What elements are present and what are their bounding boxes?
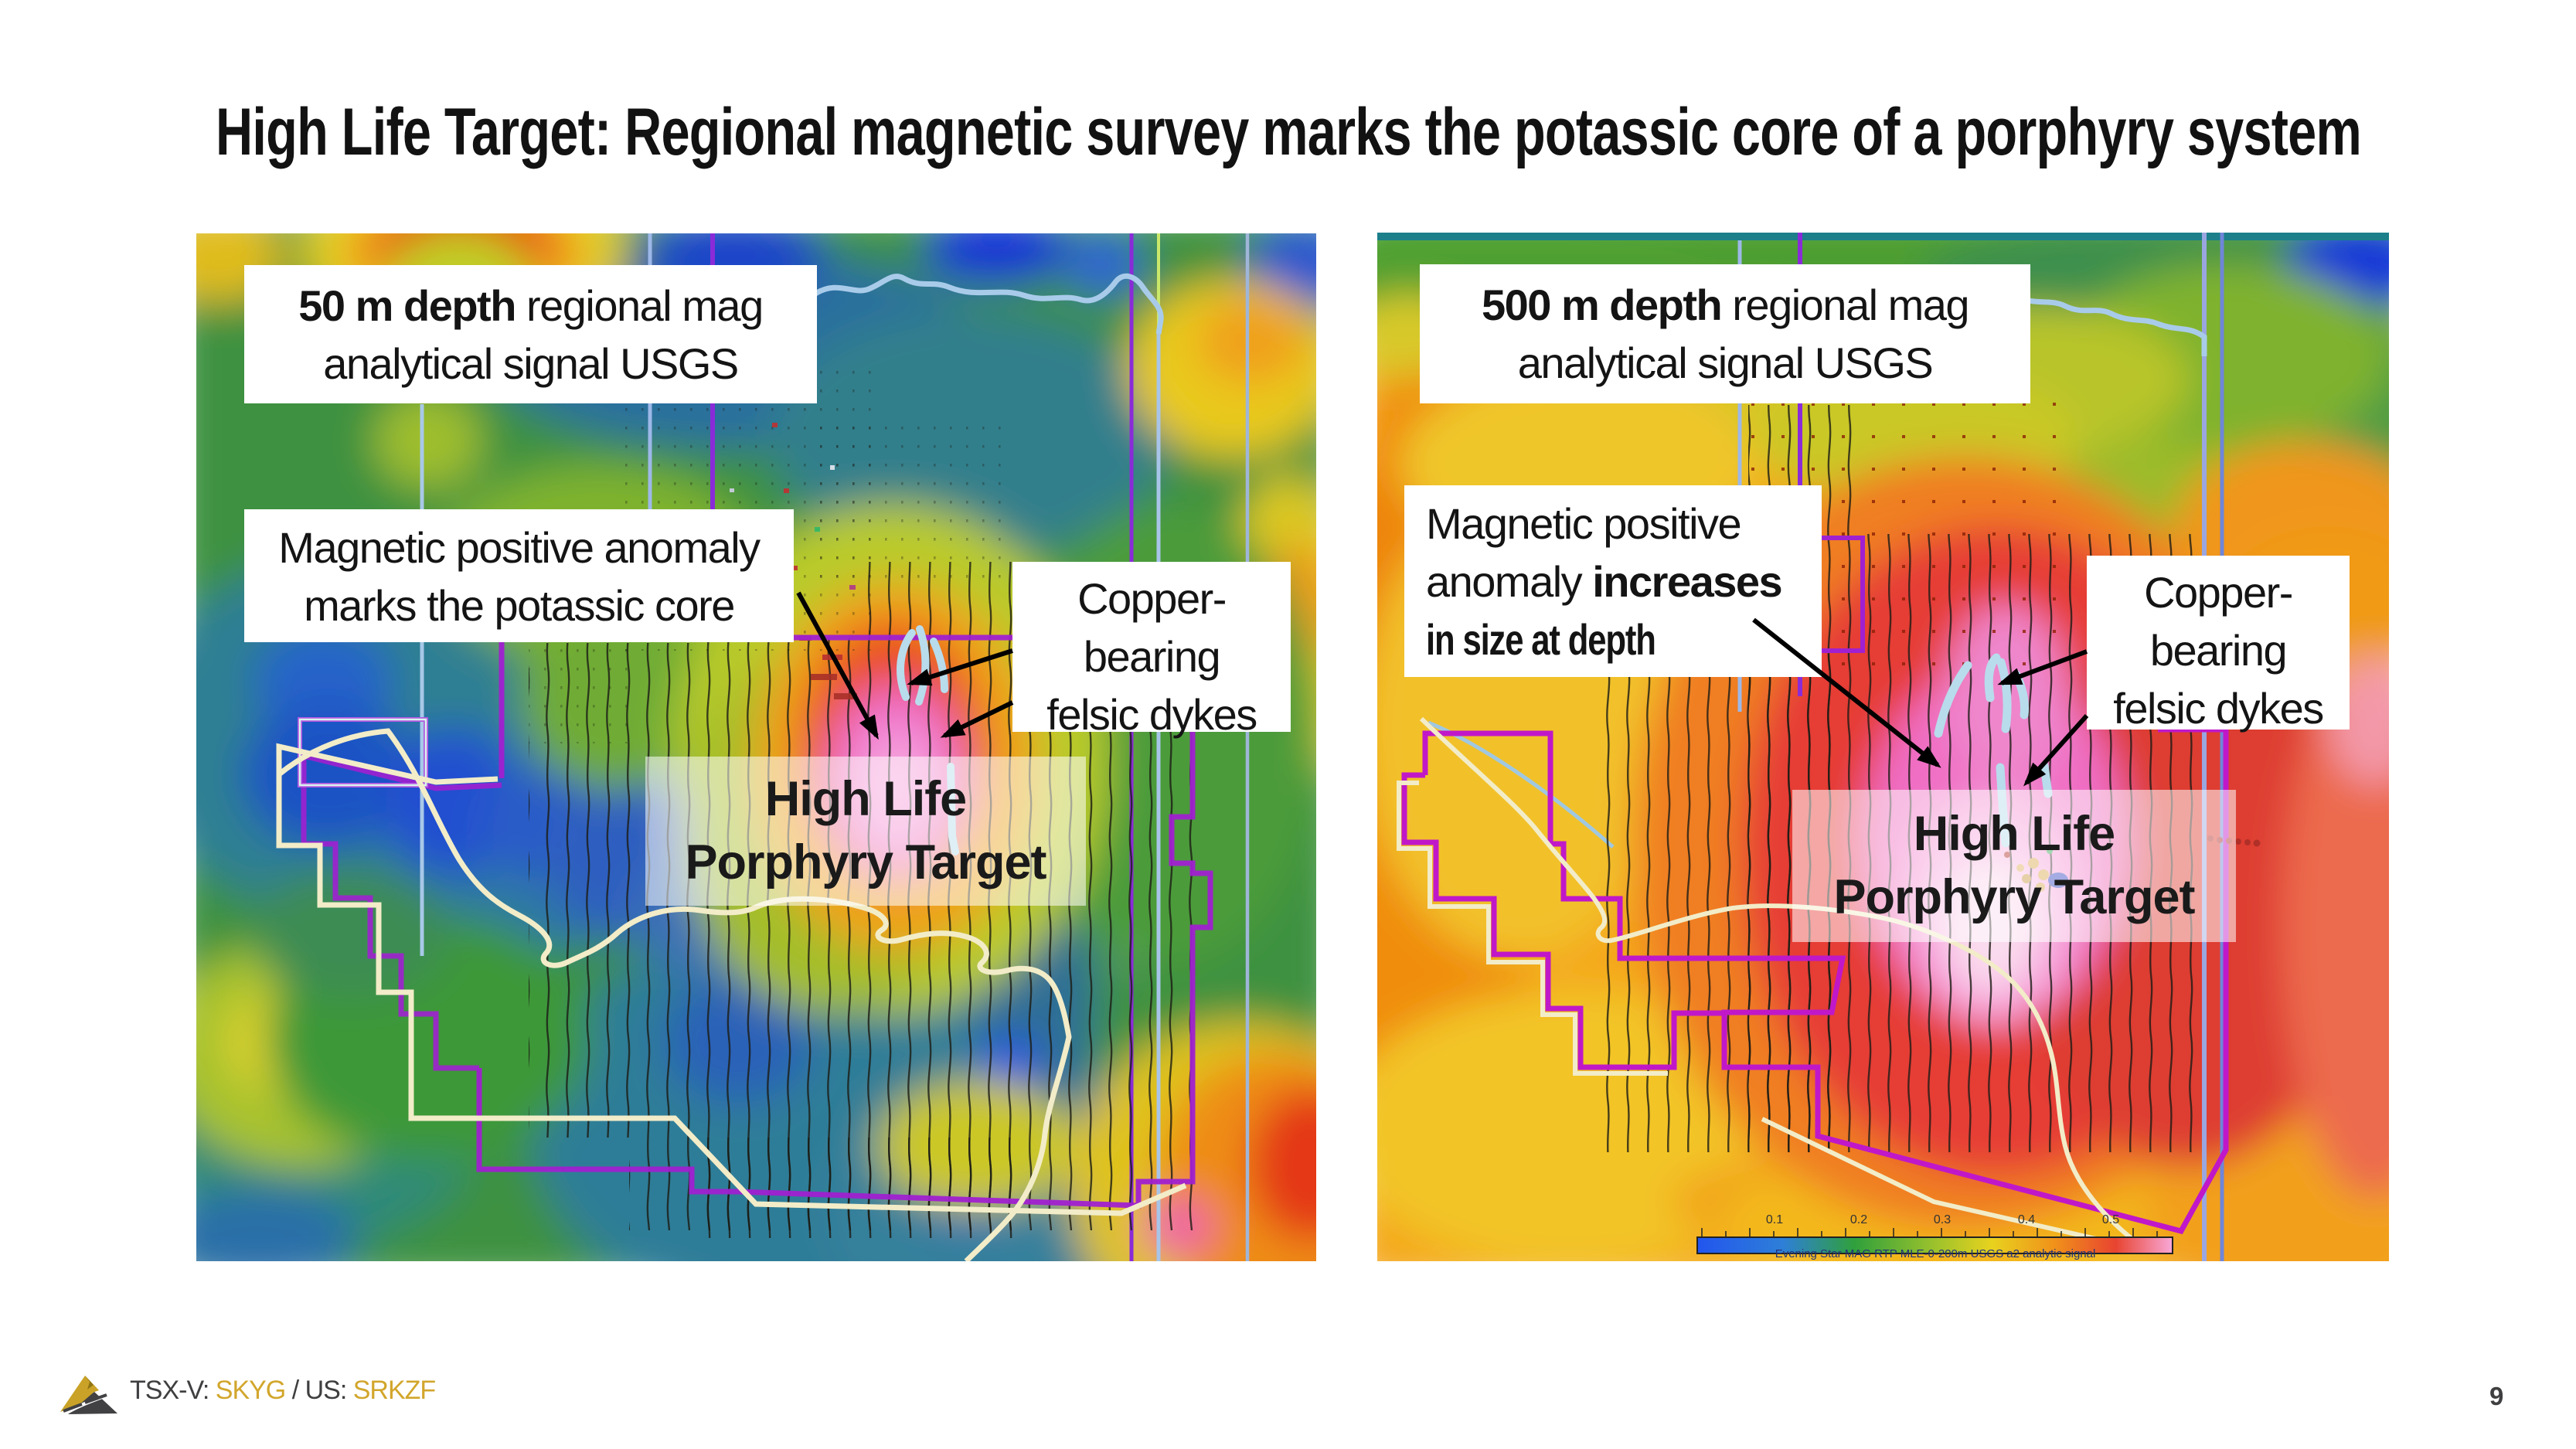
svg-text:0.4: 0.4	[2018, 1213, 2035, 1226]
svg-text:0.3: 0.3	[1934, 1213, 1951, 1226]
svg-text:Evening Star MAG RTP MLE-0-200: Evening Star MAG RTP MLE-0-200m USGS a2 …	[1775, 1247, 2096, 1260]
svg-text:0.5: 0.5	[2102, 1213, 2119, 1226]
svg-text:0.2: 0.2	[1850, 1213, 1867, 1226]
svg-text:0.1: 0.1	[1766, 1213, 1783, 1226]
